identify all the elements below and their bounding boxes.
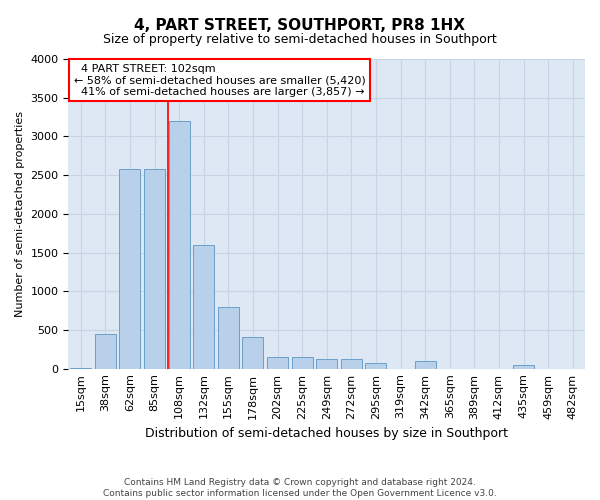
Text: Contains HM Land Registry data © Crown copyright and database right 2024.
Contai: Contains HM Land Registry data © Crown c… (103, 478, 497, 498)
Text: Size of property relative to semi-detached houses in Southport: Size of property relative to semi-detach… (103, 32, 497, 46)
Y-axis label: Number of semi-detached properties: Number of semi-detached properties (15, 111, 25, 317)
X-axis label: Distribution of semi-detached houses by size in Southport: Distribution of semi-detached houses by … (145, 427, 508, 440)
Bar (95, 334, 116, 368)
Bar (119, 169, 140, 368)
Bar (513, 365, 534, 368)
Bar (242, 337, 263, 368)
Bar (415, 361, 436, 368)
Text: 4, PART STREET, SOUTHPORT, PR8 1HX: 4, PART STREET, SOUTHPORT, PR8 1HX (134, 18, 466, 32)
Bar (316, 360, 337, 368)
Bar (193, 245, 214, 368)
Bar (267, 357, 288, 368)
Text: 4 PART STREET: 102sqm
← 58% of semi-detached houses are smaller (5,420)
  41% of: 4 PART STREET: 102sqm ← 58% of semi-deta… (74, 64, 365, 97)
Bar (169, 121, 190, 368)
Bar (341, 360, 362, 368)
Bar (292, 356, 313, 368)
Bar (144, 169, 165, 368)
Bar (365, 363, 386, 368)
Bar (218, 306, 239, 368)
